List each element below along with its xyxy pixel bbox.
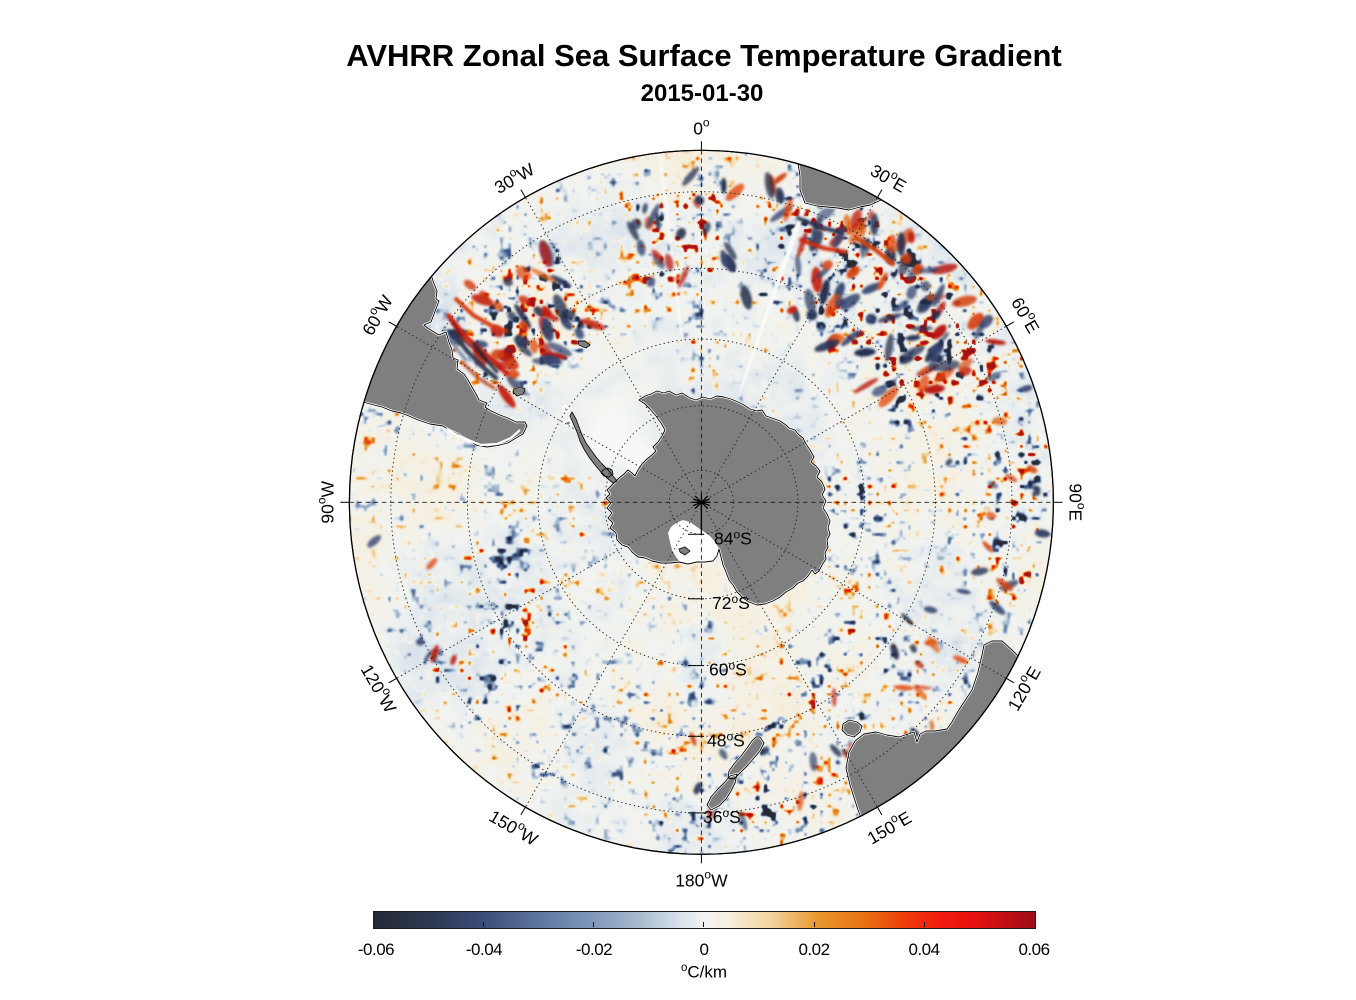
svg-text:60oS: 60oS bbox=[709, 659, 747, 680]
svg-text:150oW: 150oW bbox=[486, 804, 543, 850]
svg-text:180oW: 180oW bbox=[675, 867, 728, 889]
svg-text:30oW: 30oW bbox=[490, 156, 539, 197]
svg-text:90oE: 90oE bbox=[1066, 483, 1088, 521]
svg-text:48oS: 48oS bbox=[707, 729, 745, 750]
svg-text:0o: 0o bbox=[693, 115, 710, 137]
svg-text:72oS: 72oS bbox=[712, 592, 750, 613]
svg-text:60oE: 60oE bbox=[1007, 292, 1045, 336]
svg-text:60oW: 60oW bbox=[356, 290, 397, 339]
svg-text:90oW: 90oW bbox=[315, 480, 337, 523]
svg-text:30oE: 30oE bbox=[867, 158, 911, 196]
svg-text:84oS: 84oS bbox=[714, 527, 752, 548]
svg-text:36oS: 36oS bbox=[703, 806, 741, 827]
svg-text:120oW: 120oW bbox=[357, 660, 403, 717]
